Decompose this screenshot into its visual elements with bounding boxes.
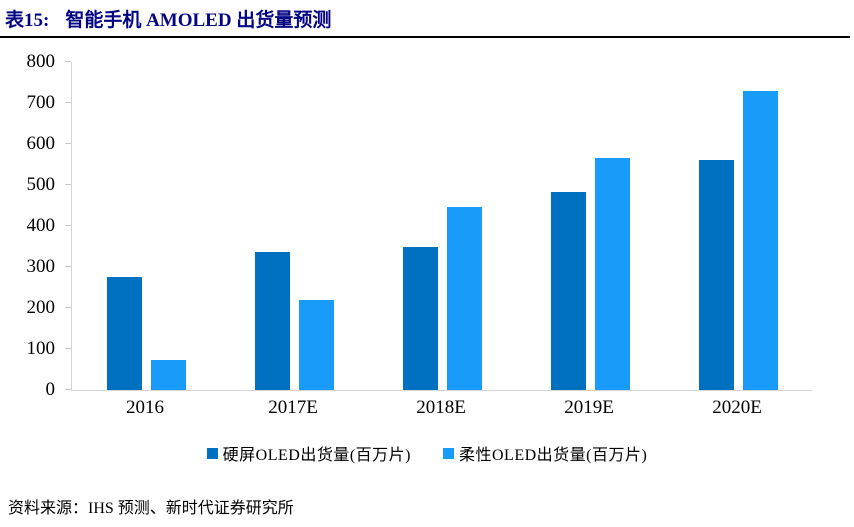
chart-header: 表15: 智能手机 AMOLED 出货量预测 <box>0 0 850 38</box>
bar-series1-2019E <box>550 191 586 390</box>
y-axis-tick <box>65 184 71 185</box>
x-axis-label: 2017E <box>268 397 318 418</box>
y-axis-tick <box>65 307 71 308</box>
y-axis-tick <box>65 143 71 144</box>
y-axis-tick <box>65 102 71 103</box>
bar-group-2017E <box>220 62 368 390</box>
bar-series1-2017E <box>254 251 290 390</box>
y-axis-label: 800 <box>26 51 56 72</box>
bar-group-2019E <box>516 62 664 390</box>
bar-group-2020E <box>664 62 812 390</box>
table-number-label: 表15: <box>5 10 50 31</box>
plot-area <box>71 62 812 391</box>
y-axis-label: 700 <box>26 92 56 113</box>
bar-series2-2020E <box>742 90 778 390</box>
bar-group-2016 <box>72 62 220 390</box>
legend-item: 硬屏OLED出货量(百万片) <box>206 441 411 465</box>
x-axis-labels: 2016 2017E 2018E 2019E 2020E <box>71 397 811 419</box>
bar-series2-2018E <box>446 206 482 390</box>
y-axis-label: 500 <box>26 174 56 195</box>
y-axis-tick <box>65 389 71 390</box>
y-axis-label: 100 <box>26 338 56 359</box>
bar-series2-2016 <box>150 360 186 390</box>
legend-item: 柔性OLED出货量(百万片) <box>443 441 647 465</box>
bar-series2-2019E <box>594 158 630 390</box>
x-axis-label: 2020E <box>712 397 762 418</box>
source-note: 资料来源：IHS 预测、新时代证券研究所 <box>8 500 294 517</box>
y-axis-tick <box>65 266 71 267</box>
y-axis-tick <box>65 225 71 226</box>
legend-label: 柔性OLED出货量(百万片) <box>459 447 648 464</box>
chart-title: 智能手机 AMOLED 出货量预测 <box>65 10 332 31</box>
bar-series1-2018E <box>402 247 438 390</box>
y-axis-label: 400 <box>26 215 56 236</box>
bar-series1-2016 <box>106 277 142 390</box>
y-axis-tick <box>65 61 71 62</box>
bar-group-2018E <box>368 62 516 390</box>
legend-label: 硬屏OLED出货量(百万片) <box>222 447 411 464</box>
x-axis-label: 2018E <box>416 397 466 418</box>
x-axis-label: 2019E <box>564 397 614 418</box>
y-axis-label: 600 <box>26 133 56 154</box>
bar-series1-2020E <box>698 159 734 390</box>
y-axis: 0 100 200 300 400 500 600 700 800 <box>0 52 71 400</box>
y-axis-label: 300 <box>26 256 56 277</box>
x-axis-label: 2016 <box>126 397 164 418</box>
bar-series2-2017E <box>298 299 334 390</box>
y-axis-label: 200 <box>26 297 56 318</box>
legend-swatch-icon <box>206 447 218 459</box>
legend: 硬屏OLED出货量(百万片) 柔性OLED出货量(百万片) <box>0 441 854 465</box>
y-axis-tick <box>65 348 71 349</box>
legend-swatch-icon <box>443 447 454 459</box>
y-axis-label: 0 <box>45 379 56 400</box>
